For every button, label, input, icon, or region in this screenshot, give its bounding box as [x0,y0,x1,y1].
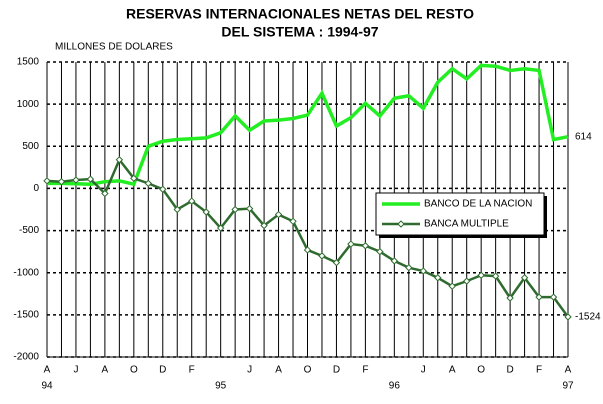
x-tick-label: D [159,365,166,376]
point-marker [202,208,210,216]
y-tick-label: 0 [33,183,39,194]
point-marker [564,313,572,321]
point-marker [130,174,138,183]
point-marker [549,293,558,301]
y-tick-label: 1500 [17,57,40,68]
point-marker [101,189,109,198]
point-marker [332,258,341,267]
point-marker [43,177,51,185]
point-marker [434,274,442,282]
point-marker [188,197,196,205]
year-label: 95 [215,381,227,392]
legend-label: BANCA MULTIPLE [424,219,509,230]
x-tick-label: J [73,365,78,376]
legend-label: BANCO DE LA NACION [424,199,532,210]
point-marker [390,257,399,265]
point-marker [245,204,254,213]
y-tick-label: -1000 [13,267,39,278]
point-marker [159,185,167,193]
year-label: 94 [41,381,53,392]
point-marker [115,156,124,164]
point-marker [376,247,384,256]
year-label: 97 [562,381,574,392]
end-value-label: 614 [575,131,592,142]
point-marker [535,293,543,301]
point-marker [477,271,485,279]
point-marker [303,246,312,254]
point-marker [216,224,225,232]
point-marker [274,210,283,219]
point-marker [318,252,326,260]
y-tick-label: 1000 [17,99,40,110]
point-marker [57,177,66,186]
point-marker [405,263,413,272]
y-tick-label: -1500 [13,309,39,320]
x-tick-label: O [304,365,312,376]
legend-marker [397,220,405,228]
x-tick-label: J [421,365,426,376]
point-marker [231,205,239,214]
point-marker [72,176,80,184]
series-line [47,63,569,187]
point-marker [448,282,456,290]
x-tick-label: A [102,365,109,376]
x-tick-label: A [449,365,456,376]
y-tick-label: -500 [19,225,39,236]
y-axis-label: MILLONES DE DOLARES [55,42,173,53]
point-marker [173,205,181,214]
legend-box [375,192,545,236]
point-marker [491,272,500,280]
y-tick-label: -2000 [13,352,39,363]
year-label: 96 [389,381,401,392]
chart-subtitle: DEL SISTEMA : 1994-97 [221,24,378,40]
point-marker [144,179,153,188]
x-tick-label: J [247,365,252,376]
point-marker [86,175,95,183]
x-tick-label: O [477,365,485,376]
point-marker [361,242,370,250]
point-marker [347,240,355,248]
x-tick-label: F [362,365,368,376]
chart-title: RESERVAS INTERNACIONALES NETAS DEL RESTO [126,6,474,22]
x-tick-label: A [275,365,282,376]
point-marker [289,217,297,226]
point-marker [462,277,471,285]
x-tick-label: F [536,365,542,376]
x-tick-label: O [130,365,138,376]
x-tick-label: D [506,365,513,376]
x-tick-label: D [333,365,340,376]
point-marker [419,267,427,275]
point-marker [260,221,268,230]
point-marker [506,294,514,302]
x-tick-label: F [189,365,195,376]
x-tick-label: A [44,365,51,376]
end-value-label: -1524 [575,312,601,323]
y-tick-label: 500 [22,141,39,152]
x-tick-label: A [565,365,572,376]
point-marker [520,274,529,282]
